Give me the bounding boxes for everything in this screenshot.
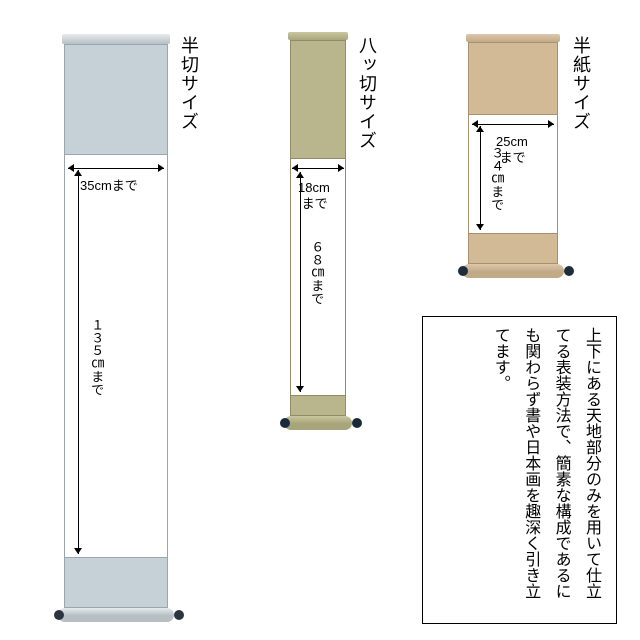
width-dim-label: 18cm まで (298, 180, 330, 213)
roller-knob (54, 610, 64, 620)
arrow-head (74, 548, 82, 554)
scroll-title-hassetsu: 八ッ切サイズ (354, 36, 380, 150)
arrow-head (296, 386, 304, 392)
arrow-head (476, 126, 484, 132)
arrow-head (296, 172, 304, 178)
paper-area (64, 154, 168, 558)
width-dim-label: 35cmまで (80, 178, 138, 194)
width-dim-line (292, 168, 344, 169)
scroll-hanshi: 25cm まで３４㎝まで (468, 34, 558, 278)
height-dim-line (78, 170, 79, 554)
width-dim-line (68, 168, 164, 169)
top-roller (288, 32, 348, 40)
top-roller (62, 34, 170, 44)
roller-knob (458, 266, 468, 276)
roller-knob (174, 610, 184, 620)
height-dim-line (480, 126, 481, 230)
roller-knob (564, 266, 574, 276)
scroll-title-hansetsu: 半切サイズ (176, 36, 202, 131)
height-dim-label: ６８㎝まで (308, 240, 324, 305)
roller-knob (280, 418, 290, 428)
height-dim-label: ３４㎝まで (488, 146, 504, 211)
arrow-head (338, 164, 344, 172)
arrow-head (548, 120, 554, 128)
top-roller (466, 34, 560, 42)
bottom-roller (284, 416, 352, 430)
width-dim-line (472, 124, 554, 125)
arrow-head (292, 164, 298, 172)
height-dim-label: １３５㎝まで (88, 318, 104, 396)
scroll-title-hanshi: 半紙サイズ (568, 36, 594, 131)
scroll-hassetsu: 18cm まで ６８㎝まで (290, 32, 346, 430)
bottom-roller (462, 264, 564, 278)
scroll-hansetsu: 35cmまで １３５㎝まで (64, 34, 168, 622)
bottom-roller (58, 608, 174, 622)
paper-area (468, 114, 558, 234)
arrow-head (74, 170, 82, 176)
description-box: 上下にある天地部分のみを用いて仕立てる表装方法で、簡素な構成であるにも関わらず書… (422, 316, 617, 624)
height-dim-line (300, 172, 301, 392)
roller-knob (352, 418, 362, 428)
arrow-head (476, 224, 484, 230)
arrow-head (158, 164, 164, 172)
